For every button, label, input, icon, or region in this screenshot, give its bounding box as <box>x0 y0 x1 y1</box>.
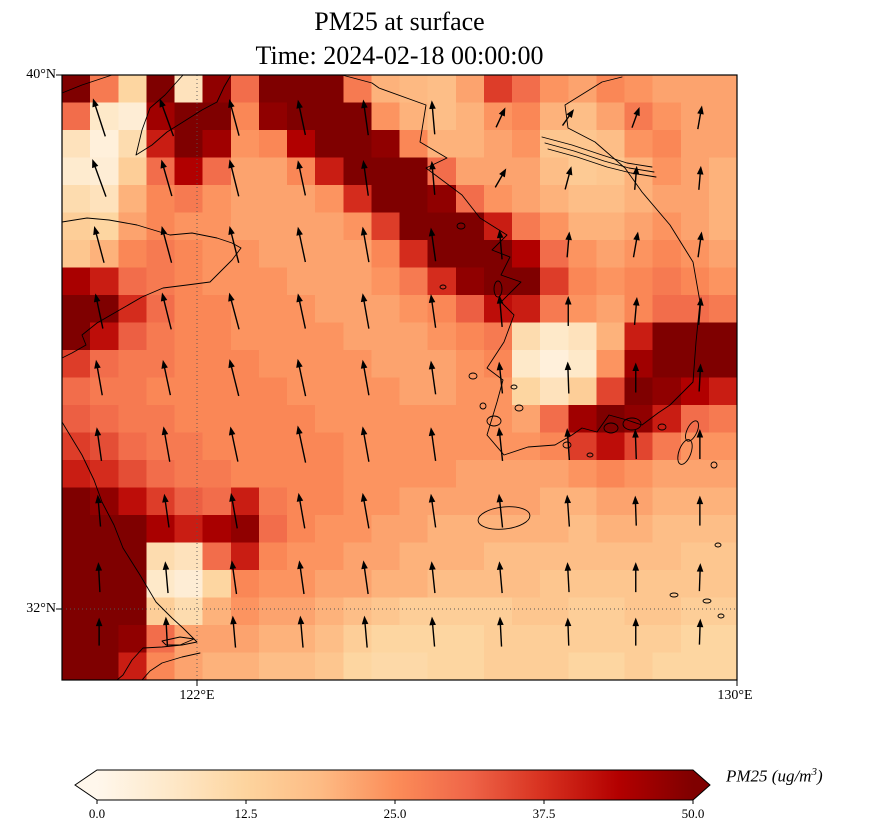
wind-arrows <box>92 98 704 648</box>
colorbar-label-text: PM25 (ug/m <box>726 766 812 786</box>
colorbar-tick-label: 50.0 <box>681 806 705 821</box>
figure-title: PM25 at surface <box>314 7 485 36</box>
colorbar-tick-label: 37.5 <box>532 806 556 821</box>
colorbar-label-superscript: 3 <box>811 766 817 778</box>
y-tick-label-40n: 40°N <box>26 67 56 82</box>
map-plot <box>56 74 738 686</box>
colorbar-extend-right <box>693 770 710 800</box>
colorbar-ticks <box>96 800 694 804</box>
plot-border <box>61 74 738 681</box>
gridlines <box>62 75 737 680</box>
x-tick-label-122e: 122°E <box>179 688 215 703</box>
colorbar <box>74 769 711 804</box>
figure-subtitle: Time: 2024-02-18 00:00:00 <box>255 41 544 70</box>
map-overlay <box>56 74 738 686</box>
axis-ticks <box>56 74 738 686</box>
colorbar-extend-left <box>75 770 97 800</box>
y-tick-label-32n: 32°N <box>26 601 56 616</box>
colorbar-tick-label: 25.0 <box>383 806 407 821</box>
colorbar-label-suffix: ) <box>816 766 823 786</box>
colorbar-gradient <box>97 770 693 800</box>
colorbar-label: PM25 (ug/m3) <box>726 766 823 787</box>
colorbar-tick-label: 0.0 <box>88 806 106 821</box>
coastlines <box>61 74 725 681</box>
x-tick-label-130e: 130°E <box>717 688 753 703</box>
colorbar-tick-label: 12.5 <box>234 806 258 821</box>
pm25-heatmap-canvas <box>62 75 737 680</box>
